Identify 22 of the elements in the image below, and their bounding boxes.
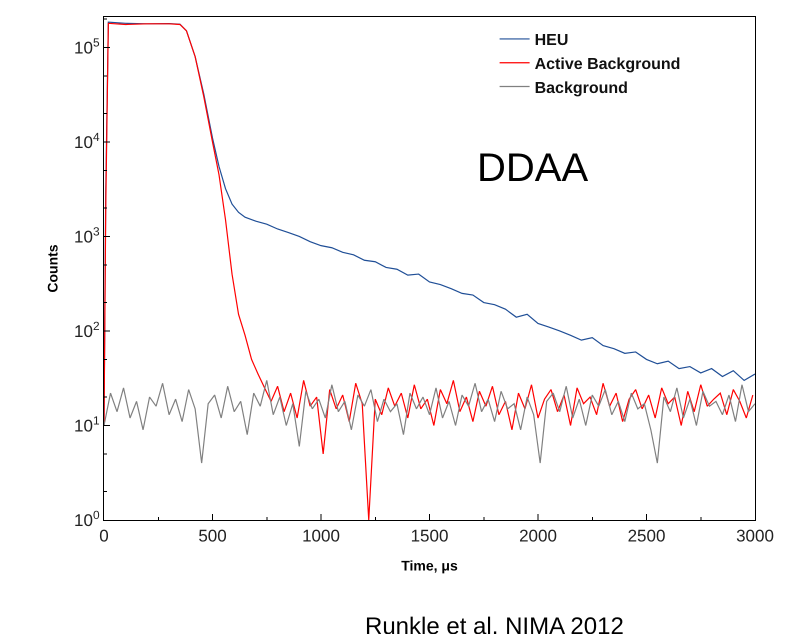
legend-label: HEU xyxy=(534,32,568,50)
legend-label: Background xyxy=(534,80,628,97)
x-tick-label: 500 xyxy=(198,526,227,546)
line-series xyxy=(104,22,754,520)
line-series xyxy=(104,380,755,464)
x-tick-label: 1000 xyxy=(302,526,340,546)
y-tick-label: 10$^{3}$ xyxy=(74,224,100,246)
x-tick-label: 3000 xyxy=(736,526,774,546)
y-tick-label: 10$^{1}$ xyxy=(74,413,100,436)
text: Runkle et al. NIMA 2012 xyxy=(365,613,624,634)
y-tick-label: 10$^{5}$ xyxy=(74,35,100,58)
x-axis-title: Time, μs xyxy=(401,558,458,574)
legend-label: Active Background xyxy=(534,56,680,73)
x-tick-label: 0 xyxy=(99,526,109,546)
y-tick-label: 10$^{0}$ xyxy=(74,508,100,530)
annotation: DDAA xyxy=(477,146,588,190)
x-tick-label: 1500 xyxy=(410,526,448,546)
y-axis-title: Counts xyxy=(44,244,61,293)
x-tick-label: 2000 xyxy=(519,526,557,546)
y-tick-label: 10$^{4}$ xyxy=(74,130,100,152)
x-tick-label: 2500 xyxy=(628,526,666,546)
y-tick-label: 10$^{2}$ xyxy=(74,318,100,341)
